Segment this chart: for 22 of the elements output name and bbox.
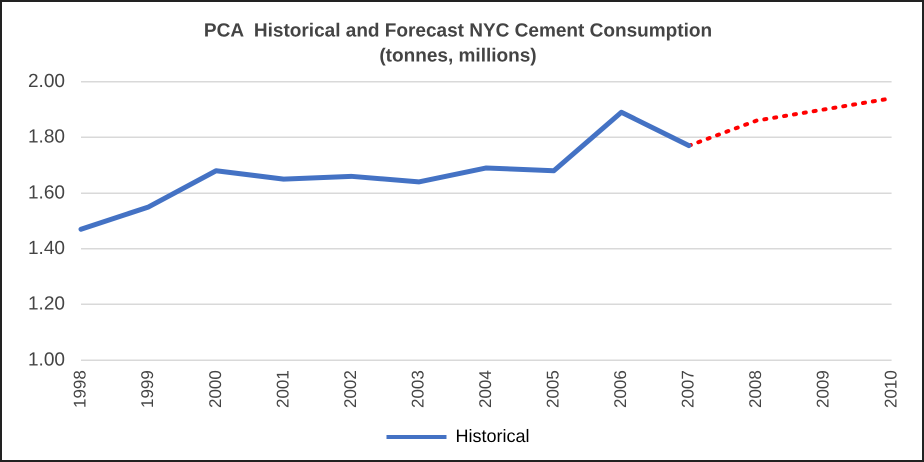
x-tick-label: 2001	[273, 370, 292, 408]
x-tick-label: 2007	[678, 370, 698, 408]
chart-title: PCA Historical and Forecast NYC Cement Consumption	[204, 20, 712, 42]
y-tick-label: 1.60	[28, 182, 65, 204]
x-tick-label: 2009	[814, 370, 833, 408]
x-tick-label: 2002	[340, 370, 360, 408]
y-tick-label: 2.00	[28, 70, 65, 92]
x-tick-label: 1998	[70, 370, 90, 408]
x-tick-label: 2008	[746, 370, 766, 408]
x-tick-label: 2005	[544, 370, 563, 408]
chart-subtitle: (tonnes, millions)	[379, 45, 537, 66]
y-tick-label: 1.40	[28, 238, 65, 259]
x-tick-label: 1999	[138, 370, 158, 408]
x-tick-label: 2003	[408, 370, 428, 408]
y-tick-label: 1.80	[28, 126, 65, 148]
x-tick-label: 2006	[611, 370, 630, 408]
y-tick-label: 1.20	[28, 294, 65, 315]
x-tick-label: 2010	[881, 370, 900, 408]
x-tick-label: 2000	[206, 370, 225, 408]
legend-label: Historical	[455, 426, 530, 446]
y-tick-label: 1.00	[28, 349, 65, 370]
x-tick-label: 2004	[476, 370, 495, 408]
